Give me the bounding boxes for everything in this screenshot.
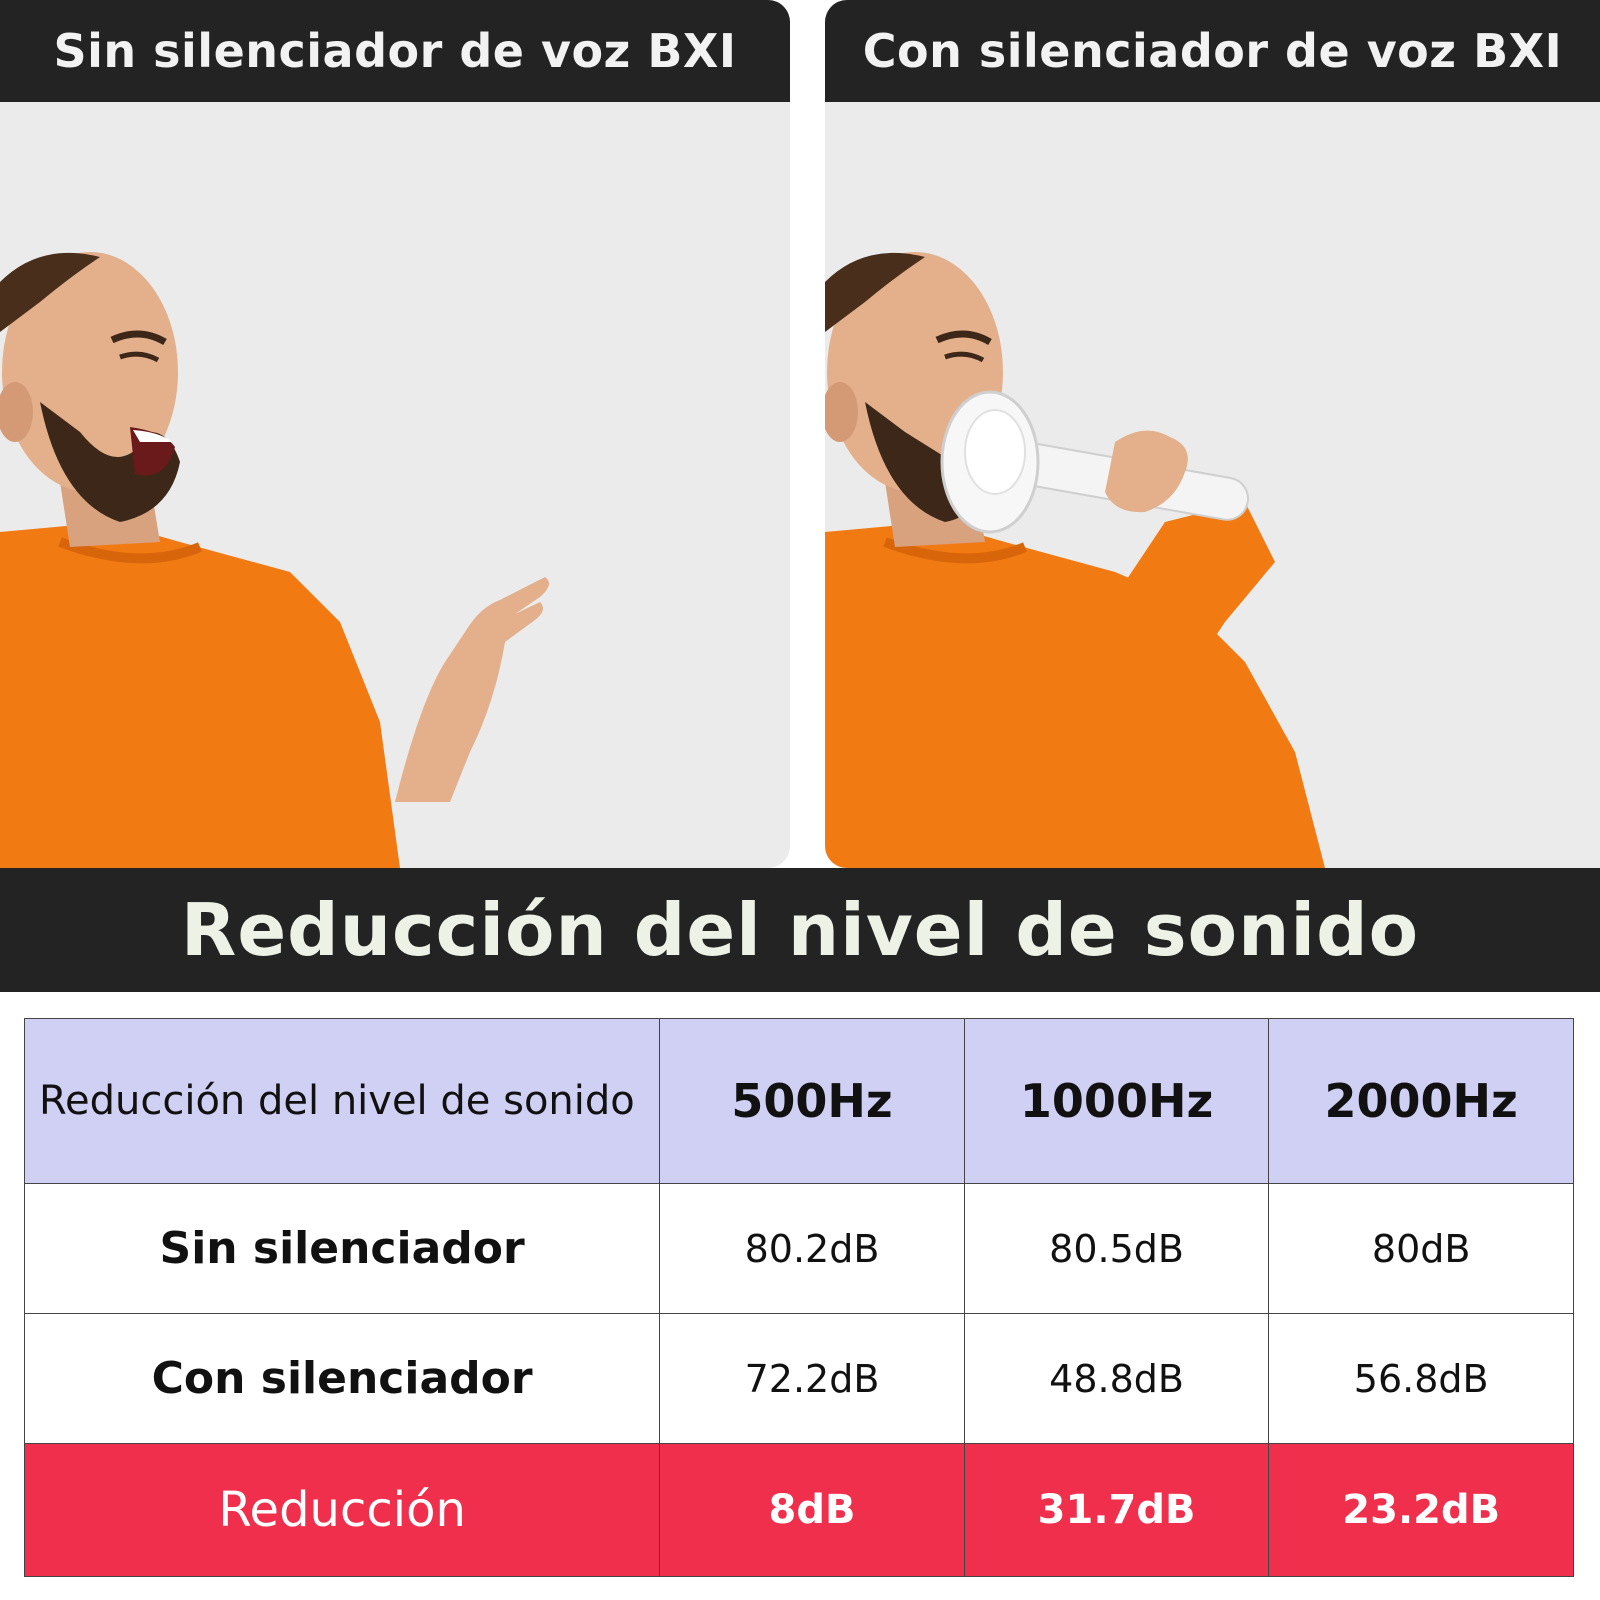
table-cell: 56.8dB (1268, 1313, 1574, 1444)
man-shouting-illustration (0, 252, 549, 868)
table-cell: 80.5dB (963, 1183, 1270, 1314)
man-shouting-scene (0, 183, 785, 868)
without-muffler-panel: Sin silenciador de voz BXI (0, 0, 790, 868)
with-muffler-title: Con silenciador de voz BXI (825, 0, 1600, 102)
sound-reduction-banner: Reducción del nivel de sonido (0, 868, 1600, 992)
table-header-row: Reducción del nivel de sonido 500Hz 1000… (23, 1018, 1574, 1184)
man-with-muffler-illustration (825, 252, 1325, 868)
table-corner-label: Reducción del nivel de sonido (23, 1018, 661, 1184)
without-muffler-title: Sin silenciador de voz BXI (0, 0, 790, 102)
table-cell: 8dB (659, 1443, 965, 1577)
sound-reduction-table: Reducción del nivel de sonido 500Hz 1000… (23, 1018, 1574, 1577)
with-muffler-panel: Con silenciador de voz BXI (825, 0, 1600, 868)
table-cell: 80.2dB (659, 1183, 965, 1314)
table-cell: 31.7dB (963, 1443, 1270, 1577)
table-cell: 23.2dB (1268, 1443, 1574, 1577)
row-label: Sin silenciador (23, 1183, 661, 1314)
table-cell: 80dB (1268, 1183, 1574, 1314)
reduction-row: Reducción 8dB 31.7dB 23.2dB (23, 1443, 1574, 1577)
column-header: 2000Hz (1268, 1018, 1574, 1184)
table-cell: 48.8dB (963, 1313, 1270, 1444)
table-row: Con silenciador 72.2dB 48.8dB 56.8dB (23, 1313, 1574, 1444)
row-label: Con silenciador (23, 1313, 661, 1444)
column-header: 1000Hz (963, 1018, 1270, 1184)
quiet-sound-wave (998, 338, 1596, 450)
table-cell: 72.2dB (659, 1313, 965, 1444)
column-header: 500Hz (659, 1018, 965, 1184)
man-with-muffler-scene (825, 252, 1596, 868)
table-row: Sin silenciador 80.2dB 80.5dB 80dB (23, 1183, 1574, 1314)
row-label: Reducción (23, 1443, 661, 1577)
